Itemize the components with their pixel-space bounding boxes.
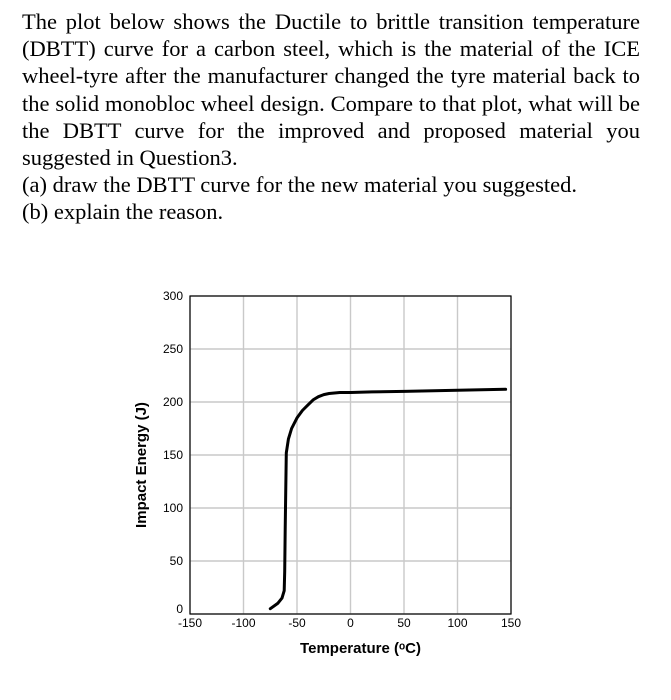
chart-grid — [189, 295, 512, 615]
plot-frame — [189, 295, 512, 615]
y-tick-label: 50 — [170, 554, 184, 568]
y-tick-label: 0 — [176, 602, 183, 616]
x-tick-label: -150 — [178, 616, 202, 630]
y-tick-label: 100 — [163, 501, 183, 515]
y-tick-label: 150 — [163, 448, 183, 462]
x-tick-label: 150 — [501, 616, 521, 630]
y-tick-label: 300 — [163, 289, 183, 303]
y-tick-label: 250 — [163, 342, 183, 356]
question-part-a: (a) draw the DBTT curve for the new mate… — [22, 172, 578, 198]
question-part-b: (b) explain the reason. — [22, 199, 224, 225]
x-tick-label: 50 — [397, 616, 411, 630]
question-body: The plot below shows the Ductile to brit… — [22, 9, 640, 171]
x-tick-label: 100 — [447, 616, 467, 630]
y-tick-label: 200 — [163, 395, 183, 409]
dbtt-curve — [268, 387, 508, 611]
x-tick-label: 0 — [347, 616, 354, 630]
x-tick-label: -50 — [288, 616, 306, 630]
x-axis-label: Temperature (ᵒC) — [300, 640, 421, 657]
tick-labels: -150 -100 -50 0 50 100 150 0 50 100 150 200 250 300 — [163, 289, 521, 630]
question-text: The plot below shows the Ductile to brit… — [22, 8, 640, 226]
y-axis-label: Impact Energy (J) — [133, 402, 150, 528]
x-tick-label: -100 — [231, 616, 255, 630]
